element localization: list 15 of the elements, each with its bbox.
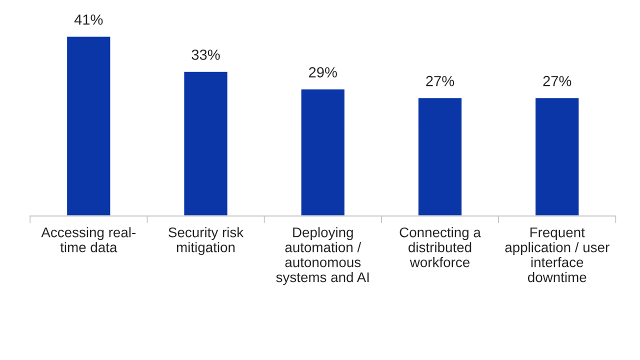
data-label: 27% — [426, 76, 454, 86]
x-tick-label: Security risk mitigation — [168, 227, 244, 256]
data-label: 33% — [192, 50, 220, 60]
x-tick-label: Accessing real- time data — [41, 227, 136, 252]
x-tick-label: Deploying automation / autonomous systems and AI — [276, 227, 369, 285]
data-label: 29% — [309, 67, 337, 78]
x-tick-label: Connecting a distributed workforce — [400, 227, 481, 268]
data-label: 41% — [74, 14, 103, 25]
x-tick-label: Frequent application / user interface downtime — [505, 228, 610, 282]
bar — [66, 36, 112, 216]
bar — [182, 70, 229, 216]
data-label: 27% — [543, 76, 572, 86]
bar — [534, 96, 580, 216]
bar — [300, 88, 346, 216]
bar — [417, 96, 463, 216]
